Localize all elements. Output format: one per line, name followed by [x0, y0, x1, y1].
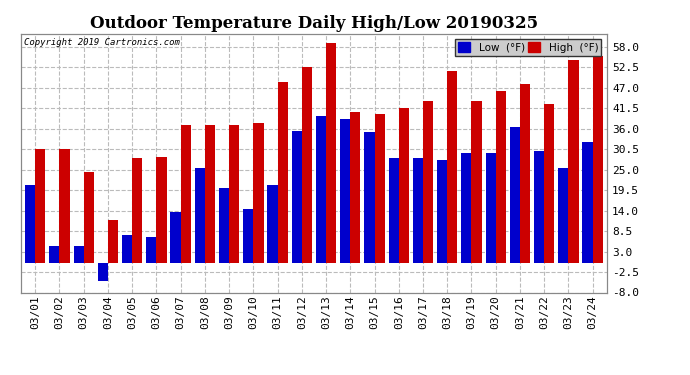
- Bar: [558, 168, 569, 263]
- Bar: [229, 125, 239, 263]
- Bar: [205, 125, 215, 263]
- Bar: [582, 142, 593, 263]
- Bar: [495, 92, 506, 263]
- Bar: [132, 159, 142, 263]
- Text: Copyright 2019 Cartronics.com: Copyright 2019 Cartronics.com: [23, 38, 179, 46]
- Bar: [35, 149, 46, 263]
- Bar: [49, 246, 59, 263]
- Bar: [364, 132, 375, 263]
- Bar: [98, 263, 108, 281]
- Bar: [413, 159, 423, 263]
- Bar: [181, 125, 191, 263]
- Bar: [520, 84, 530, 263]
- Bar: [340, 119, 351, 263]
- Bar: [25, 184, 35, 263]
- Bar: [486, 153, 495, 263]
- Bar: [253, 123, 264, 263]
- Bar: [74, 246, 83, 263]
- Bar: [510, 127, 520, 263]
- Bar: [219, 188, 229, 263]
- Bar: [544, 105, 554, 263]
- Bar: [437, 160, 447, 263]
- Bar: [108, 220, 118, 263]
- Bar: [375, 114, 385, 263]
- Legend: Low  (°F), High  (°F): Low (°F), High (°F): [455, 39, 602, 56]
- Bar: [351, 112, 360, 263]
- Bar: [316, 116, 326, 263]
- Bar: [326, 43, 336, 263]
- Bar: [447, 71, 457, 263]
- Bar: [268, 184, 277, 263]
- Bar: [471, 101, 482, 263]
- Bar: [292, 130, 302, 263]
- Bar: [243, 209, 253, 263]
- Bar: [593, 56, 603, 263]
- Bar: [399, 108, 409, 263]
- Bar: [388, 159, 399, 263]
- Bar: [423, 101, 433, 263]
- Bar: [302, 67, 312, 263]
- Title: Outdoor Temperature Daily High/Low 20190325: Outdoor Temperature Daily High/Low 20190…: [90, 15, 538, 32]
- Bar: [170, 213, 181, 263]
- Bar: [569, 60, 579, 263]
- Bar: [462, 153, 471, 263]
- Bar: [195, 168, 205, 263]
- Bar: [83, 171, 94, 263]
- Bar: [146, 237, 157, 263]
- Bar: [122, 235, 132, 263]
- Bar: [59, 149, 70, 263]
- Bar: [157, 157, 166, 263]
- Bar: [277, 82, 288, 263]
- Bar: [534, 151, 544, 263]
